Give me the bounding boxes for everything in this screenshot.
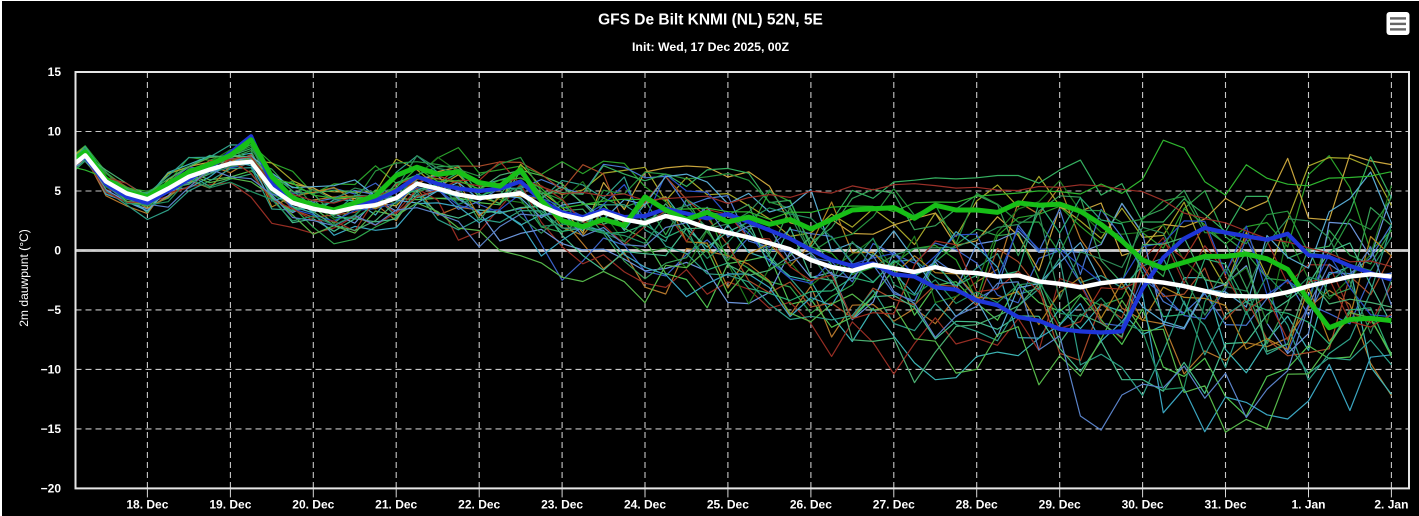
svg-text:GFS De Bilt KNMI (NL) 52N, 5E: GFS De Bilt KNMI (NL) 52N, 5E [598,12,823,29]
svg-text:2. Jan: 2. Jan [1374,498,1408,512]
svg-text:23. Dec: 23. Dec [541,498,583,512]
svg-text:2m dauwpunt (°C): 2m dauwpunt (°C) [17,229,31,327]
svg-text:31. Dec: 31. Dec [1204,498,1246,512]
svg-text:20. Dec: 20. Dec [292,498,334,512]
svg-text:28. Dec: 28. Dec [956,498,998,512]
svg-text:1. Jan: 1. Jan [1291,498,1325,512]
svg-text:0: 0 [54,244,61,258]
svg-text:27. Dec: 27. Dec [873,498,915,512]
svg-text:18. Dec: 18. Dec [126,498,168,512]
svg-text:30. Dec: 30. Dec [1122,498,1164,512]
svg-text:15: 15 [48,65,62,79]
svg-text:21. Dec: 21. Dec [375,498,417,512]
svg-text:26. Dec: 26. Dec [790,498,832,512]
svg-text:−20: −20 [41,482,62,496]
svg-text:5: 5 [54,184,61,198]
svg-text:25. Dec: 25. Dec [707,498,749,512]
svg-text:−10: −10 [41,363,62,377]
svg-text:−15: −15 [41,422,62,436]
svg-text:19. Dec: 19. Dec [209,498,251,512]
svg-text:−5: −5 [47,303,61,317]
svg-text:24. Dec: 24. Dec [624,498,666,512]
svg-text:Init: Wed, 17 Dec 2025, 00Z: Init: Wed, 17 Dec 2025, 00Z [632,40,789,54]
svg-text:29. Dec: 29. Dec [1039,498,1081,512]
svg-text:22. Dec: 22. Dec [458,498,500,512]
svg-text:10: 10 [48,125,62,139]
